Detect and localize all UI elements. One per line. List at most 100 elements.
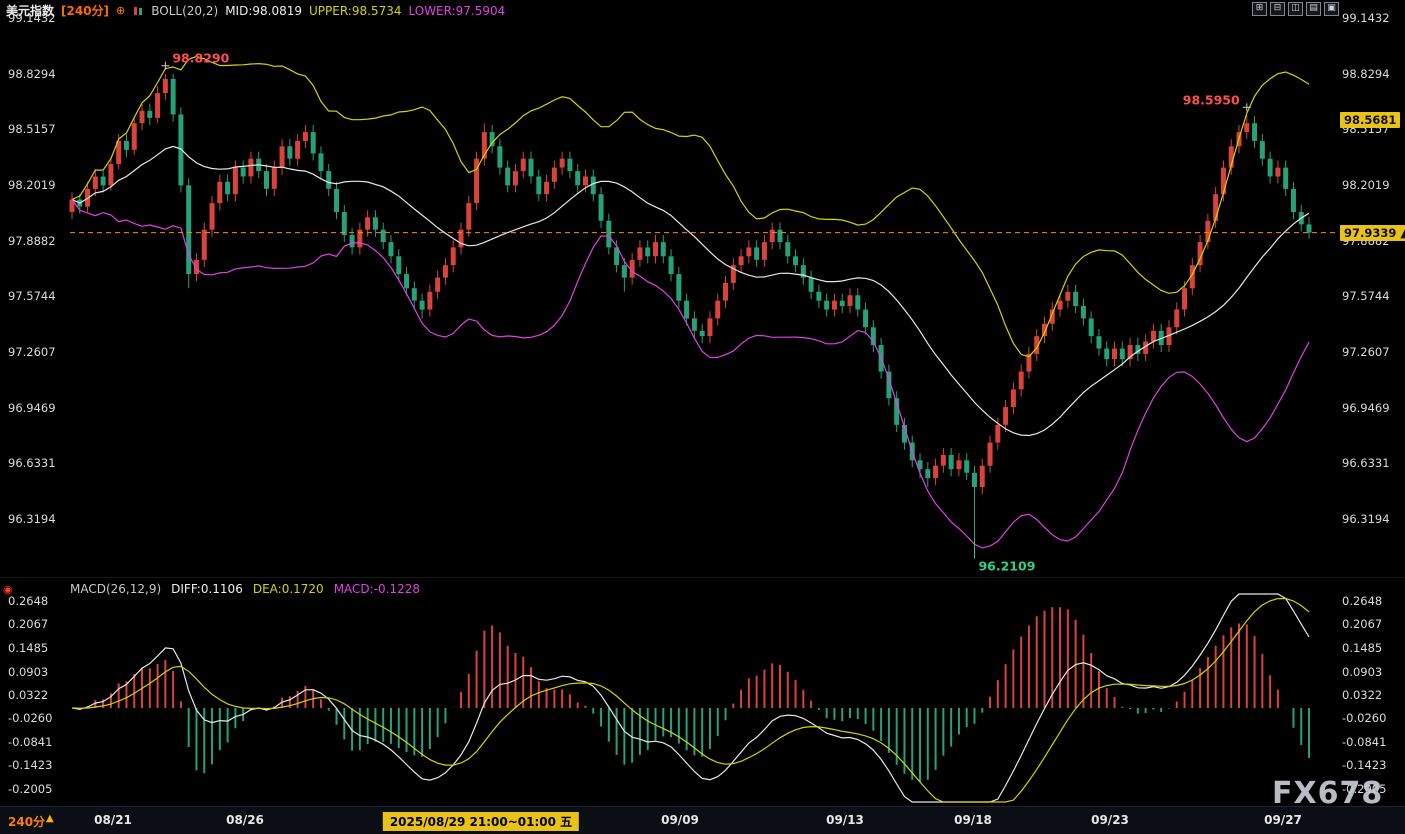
- candle-body: [528, 158, 534, 177]
- candle-body: [1018, 371, 1024, 390]
- candle-body: [964, 460, 970, 473]
- candle-body: [193, 259, 199, 275]
- candle-body: [1096, 336, 1102, 349]
- candle-body: [769, 229, 775, 243]
- macd-tick: -0.1423: [8, 758, 53, 773]
- macd-tick: -0.0841: [1342, 734, 1387, 749]
- macd-tick: -0.2005: [1342, 782, 1387, 796]
- macd-tick: -0.0260: [8, 711, 53, 726]
- candle-body: [637, 247, 643, 260]
- candle-body: [544, 181, 550, 195]
- candle-body: [793, 256, 799, 266]
- boll-upper-line: [71, 55, 1310, 358]
- candle-body: [240, 167, 246, 177]
- candle-body: [1267, 158, 1273, 177]
- candle-body: [92, 176, 98, 189]
- footer-up-arrow-icon[interactable]: ▲: [46, 813, 54, 824]
- candle-body: [645, 247, 651, 257]
- chart-header: 美元指数 [240分] ⊕ BOLL(20,2) MID:98.0819 UPP…: [6, 2, 505, 19]
- candle-body: [567, 158, 573, 172]
- boll-mid-value: MID:98.0819: [225, 3, 302, 18]
- time-axis: 240分 ▲ 08/21 08/26 09/09 09/13 09/18 09/23 09/…: [0, 806, 1405, 834]
- candle-body: [691, 318, 697, 331]
- candle-body: [925, 469, 931, 479]
- candle-body: [707, 318, 713, 337]
- chart-layout-icon-5[interactable]: ▣: [1324, 2, 1339, 16]
- candle-body: [1049, 309, 1055, 324]
- candle-body: [217, 181, 223, 204]
- candle-body: [1042, 323, 1047, 337]
- candle-body: [676, 274, 682, 301]
- candle-body: [559, 158, 565, 168]
- candle-body: [606, 220, 612, 248]
- candle-body: [162, 78, 168, 94]
- candle-body: [404, 274, 410, 289]
- candle-body: [357, 229, 363, 248]
- candle-body: [1283, 167, 1289, 189]
- candle-body: [170, 78, 176, 115]
- candlestick-icon[interactable]: [132, 5, 144, 17]
- link-icon[interactable]: ⊕: [116, 4, 126, 17]
- macd-tick: -0.1423: [1342, 758, 1387, 773]
- candle-body: [1143, 341, 1149, 354]
- macd-tick: 0.1485: [8, 640, 49, 655]
- price-tick: 97.5744: [8, 289, 56, 304]
- chart-layout-icon-1[interactable]: ⊞: [1252, 2, 1267, 16]
- candle-body: [225, 181, 231, 195]
- candle-body: [777, 229, 783, 243]
- candle-body: [520, 158, 526, 172]
- price-tick: 96.3194: [1342, 512, 1390, 526]
- candle-body: [271, 167, 277, 189]
- price-tick: 97.5744: [1342, 289, 1390, 304]
- candle-body: [318, 153, 324, 172]
- candle-body: [396, 256, 402, 274]
- candle-body: [458, 229, 464, 248]
- macd-tick: 0.0322: [8, 687, 49, 702]
- price-tick: 98.8294: [1342, 66, 1390, 81]
- candle-body: [116, 141, 122, 165]
- candle-body: [1127, 345, 1133, 360]
- macd-tick: 0.0903: [8, 664, 49, 679]
- candle-body: [1112, 348, 1118, 360]
- price-tick: 96.3194: [8, 512, 56, 526]
- candle-body: [621, 265, 627, 278]
- candle-body: [1244, 123, 1250, 133]
- candle-body: [1034, 336, 1040, 354]
- price-tick: 97.2607: [8, 344, 56, 359]
- candle-body: [839, 300, 845, 306]
- candle-body: [295, 141, 301, 159]
- candle-body: [598, 194, 604, 221]
- candle-body: [575, 171, 581, 186]
- chart-layout-icon-3[interactable]: ◫: [1288, 2, 1303, 16]
- price-tick: 99.1432: [8, 11, 56, 25]
- candle-body: [582, 176, 588, 186]
- chart-layout-icon-4[interactable]: ▤: [1306, 2, 1321, 16]
- candle-body: [979, 465, 985, 487]
- high-price-annotation: 98.5950: [1183, 92, 1240, 107]
- candle-body: [497, 146, 503, 168]
- candle-body: [349, 235, 355, 248]
- time-tick-label: 08/21: [94, 813, 132, 827]
- candle-body: [847, 295, 853, 306]
- candle-body: [785, 242, 791, 257]
- left-price-axis: 99.1432 98.8294 98.5157 98.2019 97.8882 97.57…: [8, 0, 68, 833]
- macd-header: MACD(26,12,9) DIFF:0.1106 DEA:0.1720 MAC…: [70, 582, 420, 596]
- candle-body: [660, 242, 666, 257]
- last-price-badge: 97.9339 ▲: [1340, 224, 1405, 241]
- candle-body: [512, 171, 518, 186]
- candle-body: [730, 265, 736, 283]
- candle-body: [427, 291, 433, 310]
- macd-dea-value: DEA:0.1720: [252, 582, 324, 596]
- footer-timeframe[interactable]: 240分: [8, 815, 46, 829]
- candle-body: [715, 300, 721, 319]
- candle-body: [1189, 265, 1195, 289]
- candle-body: [1290, 188, 1296, 212]
- candle-body: [505, 167, 511, 186]
- hover-datetime-label: 2025/08/29 21:00~01:00 五: [382, 812, 580, 831]
- macd-diff-value: DIFF:0.1106: [171, 582, 243, 596]
- symbol-name: 美元指数: [6, 4, 55, 18]
- price-tick: 96.6331: [1342, 456, 1390, 471]
- chart-layout-icon-2[interactable]: ⊟: [1270, 2, 1285, 16]
- candle-body: [1080, 306, 1086, 319]
